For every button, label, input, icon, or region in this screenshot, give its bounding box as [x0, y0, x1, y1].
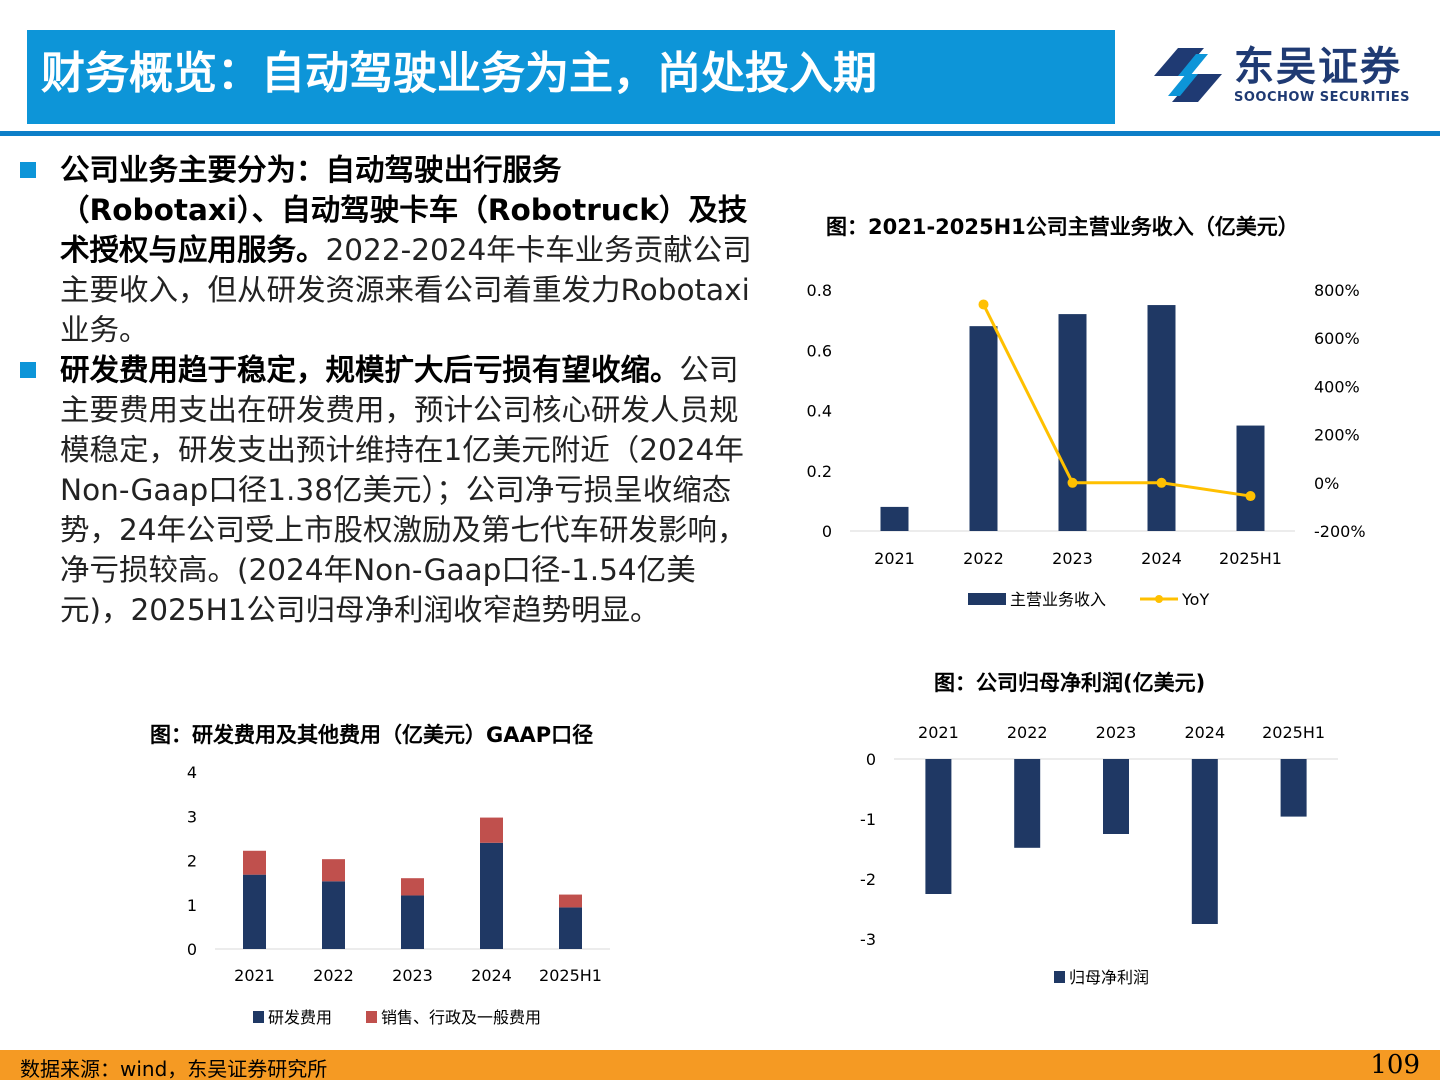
y-left-tick-label: 0 — [822, 522, 832, 541]
bullet-square-icon — [20, 362, 36, 378]
y-tick-label: 0 — [187, 940, 197, 959]
y-tick-label: 3 — [187, 807, 197, 826]
x-tick-label: 2022 — [1007, 723, 1048, 742]
y-right-tick-label: 600% — [1314, 329, 1360, 348]
x-tick-label: 2025H1 — [1219, 549, 1282, 568]
legend-swatch — [253, 1011, 264, 1023]
legend-line-marker — [1155, 595, 1163, 603]
sga-expense-bar — [559, 894, 582, 908]
y-right-tick-label: 0% — [1314, 474, 1339, 493]
revenue-chart-title: 图：2021-2025H1公司主营业务收入（亿美元） — [826, 215, 1299, 239]
y-right-tick-label: 800% — [1314, 281, 1360, 300]
y-tick-label: 0 — [866, 750, 876, 769]
x-tick-label: 2025H1 — [539, 966, 602, 985]
x-tick-label: 2022 — [313, 966, 354, 985]
bullet-bold-text: 公司业务主要分为：自动驾驶出行服务（Robotaxi）、自动驾驶卡车（Robot… — [60, 153, 748, 267]
bullet-list: 公司业务主要分为：自动驾驶出行服务（Robotaxi）、自动驾驶卡车（Robot… — [18, 150, 758, 630]
sga-expense-bar — [480, 817, 503, 843]
y-left-tick-label: 0.6 — [807, 341, 832, 360]
net-profit-bar — [1191, 759, 1218, 924]
net-profit-bar — [1280, 759, 1307, 817]
bullet-bold-text: 研发费用趋于稳定，规模扩大后亏损有望收缩。 — [60, 353, 680, 387]
bullet-item: 研发费用趋于稳定，规模扩大后亏损有望收缩。公司主要费用支出在研发费用，预计公司核… — [18, 350, 758, 630]
y-right-tick-label: -200% — [1314, 522, 1366, 541]
yoy-point — [978, 299, 989, 310]
revenue-bar — [1058, 314, 1087, 531]
rd-expense-bar — [243, 874, 266, 949]
x-tick-label: 2023 — [1096, 723, 1137, 742]
y-tick-label: 4 — [187, 763, 197, 782]
yoy-point — [1067, 477, 1078, 488]
legend-swatch — [366, 1011, 377, 1023]
netprofit-chart-title: 图：公司归母净利润(亿美元) — [934, 671, 1206, 695]
x-tick-label: 2023 — [392, 966, 433, 985]
revenue-chart: 0 0.2 0.4 0.6 0.8 -200% 0% 200% 400% 600% 800% 2021… — [807, 281, 1366, 609]
bullet-item: 公司业务主要分为：自动驾驶出行服务（Robotaxi）、自动驾驶卡车（Robot… — [18, 150, 758, 350]
x-tick-label: 2023 — [1052, 549, 1093, 568]
y-left-tick-label: 0.2 — [807, 462, 832, 481]
bullet-text: 公司主要费用支出在研发费用，预计公司核心研发人员规模稳定，研发支出预计维持在1亿… — [60, 353, 747, 627]
x-tick-label: 2024 — [1141, 549, 1182, 568]
y-tick-label: -2 — [860, 870, 876, 889]
legend-label: 研发费用 — [268, 1008, 332, 1027]
sga-expense-bar — [401, 878, 424, 896]
legend-bar-swatch — [968, 593, 1006, 605]
sga-expense-bar — [322, 859, 345, 882]
x-tick-label: 2022 — [963, 549, 1004, 568]
y-right-tick-label: 200% — [1314, 426, 1360, 445]
expense-chart: 0 1 2 3 4 2021 2022 2023 2024 2025H1 研发费用 销售、行政及一般费… — [187, 763, 610, 1027]
x-tick-label: 2024 — [471, 966, 512, 985]
legend-bar-label: 主营业务收入 — [1010, 590, 1106, 609]
net-profit-bar — [1103, 759, 1129, 834]
footer: 数据来源：wind，东吴证券研究所 109 — [0, 1050, 1440, 1081]
y-tick-label: -1 — [860, 810, 876, 829]
title-bar: 财务概览：自动驾驶业务为主，尚处投入期 — [27, 30, 1115, 124]
yoy-point — [1245, 491, 1256, 502]
y-tick-label: -3 — [860, 930, 876, 949]
header-divider — [0, 131, 1440, 136]
net-profit-bar — [925, 759, 952, 894]
logo-chinese-name: 东吴证券 — [1234, 44, 1402, 90]
y-right-tick-label: 400% — [1314, 377, 1360, 396]
x-tick-label: 2021 — [918, 723, 959, 742]
yoy-line — [982, 303, 1251, 498]
bullet-text: 2022-2024年卡车业务贡献公司主要收入，但从研发资源来看公司着重发力Rob… — [60, 233, 752, 347]
page-number: 109 — [1370, 1050, 1420, 1080]
x-tick-label: 2021 — [234, 966, 275, 985]
x-tick-label: 2021 — [874, 549, 915, 568]
rd-expense-bar — [401, 895, 424, 949]
expense-chart-title: 图：研发费用及其他费用（亿美元）GAAP口径 — [150, 723, 594, 747]
x-tick-label: 2024 — [1184, 723, 1225, 742]
soochow-logo-icon — [1154, 48, 1222, 102]
page-title: 财务概览：自动驾驶业务为主，尚处投入期 — [41, 48, 877, 99]
rd-expense-bar — [480, 842, 503, 949]
revenue-bar — [1236, 425, 1265, 531]
legend-label: 销售、行政及一般费用 — [381, 1008, 541, 1027]
x-tick-label: 2025H1 — [1262, 723, 1325, 742]
legend-swatch — [1054, 971, 1065, 983]
bullet-square-icon — [20, 162, 36, 178]
legend-line-label: YoY — [1181, 590, 1209, 609]
data-source: 数据来源：wind，东吴证券研究所 — [20, 1057, 328, 1081]
sga-expense-bar — [243, 850, 266, 875]
revenue-bar — [969, 326, 998, 531]
y-tick-label: 1 — [187, 896, 197, 915]
company-logo: 东吴证券 SOOCHOW SECURITIES — [1148, 42, 1418, 112]
revenue-bar — [1147, 305, 1176, 531]
yoy-point — [1156, 477, 1167, 488]
net-profit-bar — [1014, 759, 1041, 848]
y-left-tick-label: 0.8 — [807, 281, 832, 300]
logo-english-name: SOOCHOW SECURITIES — [1234, 90, 1410, 105]
y-left-tick-label: 0.4 — [807, 402, 832, 421]
legend-label: 归母净利润 — [1069, 968, 1149, 987]
rd-expense-bar — [322, 881, 345, 949]
revenue-bar — [880, 506, 909, 531]
y-tick-label: 2 — [187, 852, 197, 871]
netprofit-chart: 0 -1 -2 -3 2021 2022 2023 2024 2025H1 归母净利润 — [860, 723, 1338, 987]
rd-expense-bar — [559, 907, 582, 949]
